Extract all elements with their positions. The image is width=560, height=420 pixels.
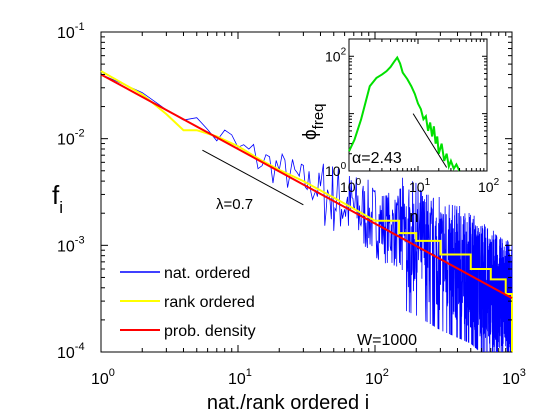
inset-x-tick-label: 101 [409, 177, 431, 195]
inset-y-tick-label: 102 [325, 46, 347, 64]
inset-y-tick-label: 100 [325, 161, 347, 179]
inset-y-axis-label-sub: freq [310, 103, 327, 129]
y-axis-label-sub: i [59, 198, 63, 217]
series-nat-ordered [100, 73, 513, 353]
y-tick-label: 10-4 [57, 341, 85, 362]
y-tick-label: 10-3 [57, 234, 85, 255]
y-tick-label: 10-2 [57, 128, 85, 149]
main-axis-ticks: 100 101 102 103 10-4 10-3 10-2 10-1 [57, 21, 526, 388]
series-prob-density [100, 73, 513, 299]
y-tick-label: 10-1 [57, 21, 85, 42]
inset-x-tick-label: 102 [478, 177, 500, 195]
lambda-slope-line [202, 149, 304, 206]
x-tick-label: 103 [502, 367, 526, 388]
legend-label-nat: nat. ordered [164, 265, 250, 282]
main-plot-area [100, 70, 513, 353]
legend-label-rank: rank ordered [164, 294, 255, 311]
x-axis-label: nat./rank ordered i [207, 392, 369, 414]
y-axis-label-main: f [52, 180, 60, 210]
series-rank-ordered [100, 70, 513, 352]
x-tick-label: 102 [365, 367, 389, 388]
inset-x-tick-label: 100 [340, 177, 362, 195]
inset-y-axis-label: ϕfreq [300, 103, 327, 140]
inset-series-freq [348, 55, 461, 172]
legend: nat. ordered rank ordered prob. density [120, 265, 256, 340]
inset-plot-area [348, 55, 461, 172]
lambda-annotation: λ=0.7 [216, 196, 253, 213]
inset-y-axis-label-main: ϕ [300, 129, 321, 140]
y-axis-label: fi [52, 180, 63, 217]
x-tick-label: 100 [91, 367, 115, 388]
alpha-annotation: α=2.43 [352, 150, 402, 167]
inset-axis-ticks: 100 101 102 100 102 [325, 38, 500, 195]
inset-x-axis-label: n [409, 207, 418, 226]
alpha-slope-line [412, 113, 448, 168]
w-annotation: W=1000 [357, 332, 417, 349]
x-tick-label: 101 [228, 367, 252, 388]
legend-label-prob: prob. density [164, 323, 256, 340]
